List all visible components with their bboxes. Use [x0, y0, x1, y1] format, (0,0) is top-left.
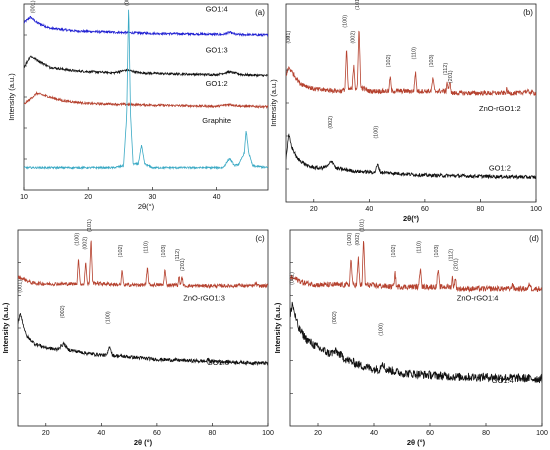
peak-label: (002)	[350, 31, 356, 44]
x-tick-label: 40	[370, 430, 378, 437]
peak-label: (002)	[328, 116, 334, 129]
series-line-go1-2	[24, 90, 268, 110]
peak-label: (001)	[290, 272, 296, 285]
curve-label: Graphite	[202, 116, 231, 125]
curve-label: ZnO-rGO1:2	[479, 104, 521, 113]
x-axis-label: 2θ(°)	[138, 202, 155, 211]
curve-label: ZnO-rGO1:3	[183, 294, 225, 303]
x-tick-label: 40	[97, 430, 105, 437]
peak-label: (001)	[30, 0, 36, 13]
peak-label: (103)	[161, 244, 167, 257]
peak-label: (002)	[60, 305, 66, 318]
panel-label: (b)	[523, 8, 533, 17]
x-tick-label: 40	[213, 194, 221, 201]
panel-label: (c)	[255, 234, 265, 243]
peak-label: (110)	[416, 241, 422, 254]
x-axis-label: 2θ (°)	[407, 438, 426, 447]
peak-label: (002)	[125, 0, 131, 6]
peak-label: (001)	[18, 280, 24, 293]
peak-label: (100)	[75, 233, 81, 246]
peak-label: (101)	[360, 219, 366, 232]
peak-label: (110)	[411, 47, 417, 60]
peak-label: (112)	[443, 63, 449, 76]
x-tick-label: 10	[20, 194, 28, 201]
panel-c: 20 40 60 80 100 2θ (°) Intensity (a.u.) (c) (001…	[1, 219, 274, 447]
peak-label: (201)	[448, 70, 454, 83]
peak-label: (100)	[106, 311, 112, 324]
panel-d: 20 40 60 80 100 2θ (°) Intensity (a.u.) (d) (001…	[273, 219, 548, 447]
curve-label: GO1:2	[206, 79, 228, 88]
series-line-graphite	[24, 9, 268, 171]
x-axis-label: 2θ (°)	[134, 438, 153, 447]
x-tick-label: 100	[536, 430, 548, 437]
x-axis-label: 2θ(º)	[403, 214, 419, 223]
x-tick-label: 30	[149, 194, 157, 201]
x-tick-label: 20	[310, 206, 318, 213]
peak-label: (110)	[143, 241, 149, 254]
y-axis-label: Intensity (a.u.)	[7, 73, 16, 121]
peak-label: (102)	[386, 54, 392, 67]
x-tick-label: 20	[42, 430, 50, 437]
curve-label: GO1:4	[492, 376, 514, 385]
x-tick-label: 20	[314, 430, 322, 437]
peak-label: (100)	[374, 126, 380, 139]
series-line-zno-rgo1-3	[18, 240, 268, 290]
peak-label: (100)	[347, 233, 353, 246]
peak-label: (101)	[87, 219, 93, 232]
peak-label: (112)	[175, 249, 181, 262]
curve-label: GO1:4	[206, 4, 228, 13]
plot-frame	[289, 229, 543, 427]
series-line-go1-3	[24, 55, 268, 78]
x-tick-label: 80	[482, 430, 490, 437]
series-line-go1-4	[290, 301, 542, 384]
x-tick-label: 80	[209, 430, 217, 437]
peak-label: (101)	[355, 0, 361, 10]
peak-label: (001)	[286, 31, 292, 44]
curve-label: ZnO-rGO1:4	[457, 294, 499, 303]
peak-label: (103)	[429, 54, 435, 67]
x-tick-label: 100	[262, 430, 274, 437]
panel-label: (d)	[529, 234, 539, 243]
peak-label: (002)	[355, 233, 361, 246]
panel-a: 10 20 30 40 2θ(°) Intensity (a.u.) (a) (001) (00…	[7, 0, 269, 211]
y-axis-label: Intensity (a.u.)	[1, 302, 10, 353]
x-tick-label: 60	[421, 206, 429, 213]
series-line-go1-2	[286, 133, 536, 180]
peak-label: (002)	[332, 311, 338, 324]
peak-label: (201)	[180, 258, 186, 271]
x-tick-label: 60	[153, 430, 161, 437]
series-line-zno-rgo1-4	[290, 241, 542, 293]
x-tick-label: 100	[530, 206, 542, 213]
plot-frame	[17, 229, 269, 427]
panel-b: 20 40 60 80 100 2θ(º) Intensity (a.u.) (b) (001)…	[269, 0, 542, 223]
peak-label: (102)	[118, 244, 124, 257]
curve-label: GO1:3	[207, 358, 229, 367]
curve-label: GO1:3	[206, 45, 228, 54]
y-axis-label: Intensity (a.u.)	[269, 79, 278, 127]
peak-label: (112)	[448, 249, 454, 262]
x-tick-label: 40	[365, 206, 373, 213]
series-line-zno-rgo1-2	[286, 30, 536, 97]
x-tick-label: 60	[426, 430, 434, 437]
panel-label: (a)	[255, 8, 265, 17]
peak-label: (002)	[82, 237, 88, 250]
peak-label: (102)	[391, 244, 397, 257]
curve-label: GO1:2	[489, 163, 511, 172]
peak-label: (100)	[378, 323, 384, 336]
x-tick-label: 80	[477, 206, 485, 213]
series-line-go1-4	[24, 15, 268, 37]
peak-label: (201)	[453, 258, 459, 271]
peak-label: (103)	[434, 244, 440, 257]
series-line-go1-3	[18, 313, 268, 367]
peak-label: (100)	[343, 15, 349, 28]
y-axis-label: Intensity (a.u.)	[273, 302, 282, 353]
x-tick-label: 20	[84, 194, 92, 201]
